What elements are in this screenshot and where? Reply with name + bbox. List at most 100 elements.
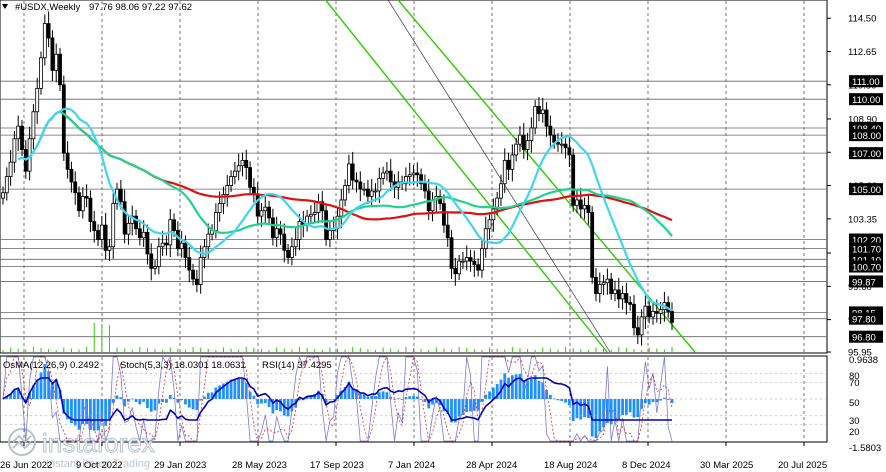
osma-bar	[659, 399, 662, 401]
candle-body	[118, 188, 123, 203]
time-tick-label: 9 Oct 2022	[76, 460, 122, 471]
candle-body	[217, 203, 222, 213]
osma-bar	[545, 390, 548, 399]
candle-body	[198, 257, 203, 285]
osma-bar	[210, 392, 214, 399]
osma-bar	[617, 399, 621, 420]
indicator-tick-label: -1.5803	[849, 443, 881, 454]
candle-body	[590, 212, 595, 278]
osma-bar	[313, 394, 317, 399]
osma-bar	[96, 399, 100, 431]
candle-body	[476, 264, 481, 271]
osma-bar	[256, 399, 260, 405]
candle-body	[92, 221, 97, 231]
osma-bar	[237, 378, 241, 399]
candle-body	[73, 181, 78, 194]
osma-bar	[469, 399, 472, 412]
osma-bar	[358, 393, 362, 399]
osma-bar	[184, 399, 187, 405]
candle-body	[160, 242, 165, 248]
osma-bar	[305, 396, 309, 399]
level-label: 110.00	[852, 95, 880, 106]
osma-bar	[446, 399, 450, 415]
osma-bar	[199, 399, 203, 401]
candle-body	[77, 192, 81, 212]
symbol-label: #USDX,Weekly	[15, 2, 81, 13]
candle-body	[221, 194, 226, 204]
osma-bar	[567, 399, 571, 406]
indicator-tick-label: 70	[849, 378, 860, 389]
candle-body	[525, 140, 530, 150]
candle-body	[385, 170, 389, 174]
osma-bar	[51, 383, 54, 399]
candle-body	[164, 242, 169, 246]
candle-body	[39, 57, 43, 89]
osma-bar	[324, 399, 328, 403]
candle-body	[559, 143, 564, 146]
candle-body	[472, 260, 477, 266]
level-label-bg	[849, 330, 883, 343]
osma-bar	[108, 399, 111, 421]
osma-bar	[533, 375, 537, 399]
osma-bar	[670, 399, 674, 404]
osma-bar	[423, 399, 427, 403]
candle-body	[567, 147, 572, 156]
osma-bar	[507, 377, 510, 399]
candle-body	[320, 201, 325, 212]
candle-body	[31, 111, 36, 140]
level-label-bg	[849, 312, 883, 325]
osma-bar	[442, 399, 446, 412]
candle-body	[206, 233, 211, 248]
candle-body	[388, 170, 393, 183]
osma-bar	[328, 399, 332, 400]
candle-body	[179, 242, 184, 249]
osma-bar	[351, 388, 355, 399]
osma-bar	[453, 399, 457, 423]
rsi-line	[2, 377, 672, 421]
candle-body	[248, 167, 252, 188]
candle-body	[46, 23, 51, 39]
level-label-bg	[849, 75, 883, 88]
osma-bar	[168, 394, 172, 399]
time-tick-label: 20 Jul 2025	[778, 460, 827, 471]
candle-body	[373, 190, 378, 193]
level-label: 111.00	[852, 77, 880, 88]
level-label: 102.20	[852, 236, 881, 247]
osma-bar	[309, 395, 313, 399]
candle-body	[153, 266, 157, 269]
candle-body	[651, 311, 655, 318]
stoch-signal-line	[2, 355, 673, 443]
osma-bar	[5, 396, 9, 399]
candle-body	[229, 176, 233, 186]
candle-body	[632, 303, 636, 329]
osma-bar	[241, 378, 244, 399]
level-label-bg	[849, 260, 883, 273]
time-axis: 26 Jun 2022 9 Oct 2022 29 Jan 2023 28 May 2…	[0, 442, 827, 471]
osma-bar	[396, 398, 400, 400]
osma-bar	[662, 397, 666, 399]
osma-bar	[362, 394, 366, 399]
osma-bar	[412, 395, 415, 399]
time-tick-label: 7 Jan 2024	[388, 460, 435, 471]
level-label: 97.80	[852, 315, 876, 326]
candle-body	[464, 257, 469, 262]
candle-body	[377, 177, 382, 192]
osma-bar	[111, 399, 115, 404]
indicator-tick-label: 80	[849, 371, 860, 382]
collapse-arrow-icon[interactable]	[2, 4, 8, 9]
osma-bar	[495, 384, 499, 399]
candle-body	[521, 134, 526, 150]
candle-body	[407, 174, 412, 177]
watermark-brand: instaforex	[42, 428, 155, 458]
stoch-label: Stoch(5,3,3) 18.0301 18.0631	[120, 360, 246, 371]
candle-body	[605, 278, 610, 284]
osma-bar	[130, 398, 134, 400]
candle-body	[358, 181, 363, 190]
candle-body	[16, 125, 21, 140]
candle-body	[578, 199, 583, 210]
osma-bar	[628, 399, 632, 413]
candle-body	[156, 246, 161, 267]
osma-bar	[172, 397, 176, 399]
indicator-header: OsMA(12,26,9) 0.2492 Stoch(5,3,3) 18.030…	[3, 360, 332, 371]
